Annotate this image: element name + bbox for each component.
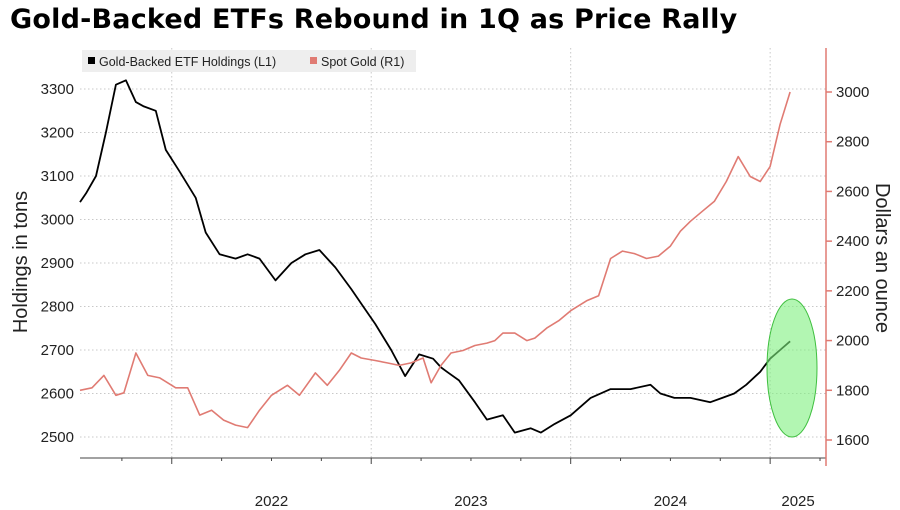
x-tick-label: 2022	[255, 493, 288, 510]
legend-label: Gold-Backed ETF Holdings (L1)	[99, 55, 276, 69]
highlight-ellipse	[766, 298, 818, 438]
right-tick-label: 3000	[836, 84, 869, 101]
left-tick-label: 2900	[41, 255, 74, 272]
right-tick-label: 2400	[836, 233, 869, 250]
left-tick-label: 3000	[41, 212, 74, 229]
left-tick-label: 2800	[41, 299, 74, 316]
spot-gold-line	[79, 91, 791, 429]
x-tick-label: 2023	[454, 493, 487, 510]
y-axis-label-left: Holdings in tons	[10, 191, 32, 333]
gridlines	[80, 48, 826, 458]
left-tick-label: 2500	[41, 429, 74, 446]
right-tick-label: 2200	[836, 283, 869, 300]
y-axis-label-right: Dollars an ounce	[871, 183, 893, 333]
right-tick-label: 2600	[836, 183, 869, 200]
left-tick-label: 3300	[41, 81, 74, 98]
x-tick-label: 2025	[781, 493, 814, 510]
legend: Gold-Backed ETF Holdings (L1) Spot Gold (…	[82, 50, 416, 72]
legend-swatch	[88, 57, 95, 64]
x-tick-label: 2024	[654, 493, 687, 510]
right-y-axis: 1600 1800 2000 2200 2400 2600 2800 3000	[826, 84, 869, 449]
series-group	[79, 79, 791, 434]
chart-title: Gold-Backed ETFs Rebound in 1Q as Price …	[10, 4, 738, 35]
left-y-axis: 2500 2600 2700 2800 2900 3000 3100 3200 3300	[41, 81, 74, 446]
left-tick-label: 3100	[41, 168, 74, 185]
left-tick-label: 2700	[41, 342, 74, 359]
left-tick-label: 2600	[41, 386, 74, 403]
legend-label: Spot Gold (R1)	[321, 55, 404, 69]
right-tick-label: 2000	[836, 333, 869, 350]
right-tick-label: 1800	[836, 382, 869, 399]
holdings-line	[79, 79, 791, 434]
legend-swatch	[310, 57, 317, 64]
right-tick-label: 2800	[836, 134, 869, 151]
x-axis: 2022 2023 2024 2025	[121, 458, 821, 510]
right-tick-label: 1600	[836, 432, 869, 449]
legend-box	[82, 50, 416, 72]
left-tick-label: 3200	[41, 125, 74, 142]
